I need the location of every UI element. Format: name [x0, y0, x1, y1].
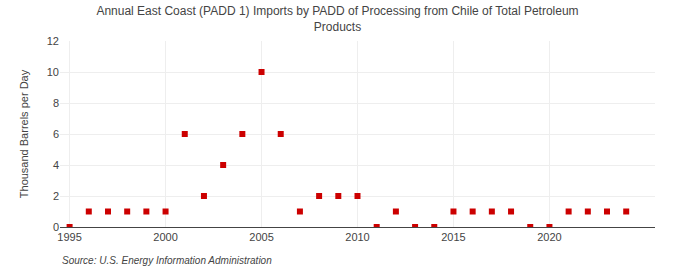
svg-text:Annual East Coast (PADD 1) Imp: Annual East Coast (PADD 1) Imports by PA…: [96, 4, 578, 34]
svg-text:1995: 1995: [57, 231, 81, 243]
svg-text:0: 0: [53, 221, 59, 233]
svg-text:4: 4: [53, 159, 59, 171]
svg-text:2: 2: [53, 190, 59, 202]
svg-text:10: 10: [47, 66, 59, 78]
svg-text:6: 6: [53, 128, 59, 140]
svg-text:Source: U.S. Energy Informatio: Source: U.S. Energy Information Administ…: [62, 255, 272, 266]
svg-text:2015: 2015: [441, 231, 465, 243]
svg-text:2010: 2010: [345, 231, 369, 243]
svg-text:Thousand Barrels per Day: Thousand Barrels per Day: [18, 69, 30, 198]
svg-text:12: 12: [47, 35, 59, 47]
svg-text:2000: 2000: [153, 231, 177, 243]
svg-text:8: 8: [53, 97, 59, 109]
svg-text:2020: 2020: [537, 231, 561, 243]
svg-text:2005: 2005: [249, 231, 273, 243]
